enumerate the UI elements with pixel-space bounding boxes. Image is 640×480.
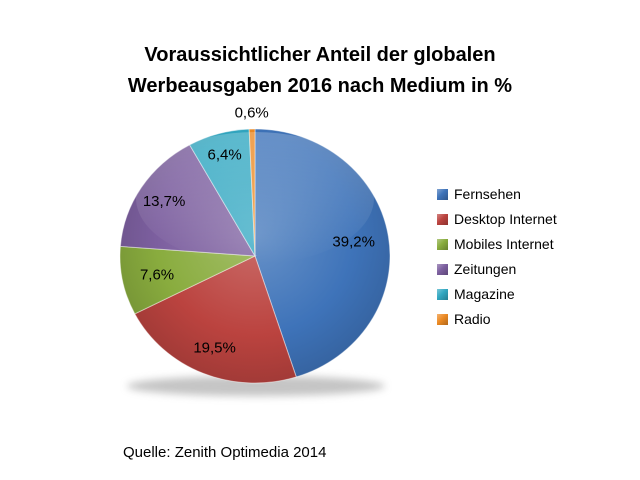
legend-item-radio: Radio [437,311,557,327]
legend-item-magazine: Magazine [437,286,557,302]
legend-item-fernsehen: Fernsehen [437,186,557,202]
legend-color-swatch-icon [437,213,448,225]
chart-title: Voraussichtlicher Anteil der globalen We… [127,44,513,97]
legend: Fernsehen Desktop Internet Mobiles Interne… [437,186,557,337]
legend-label: Fernsehen [454,186,521,202]
legend-label: Radio [454,311,491,327]
legend-color-swatch-icon [437,188,448,200]
pie-shadow [127,376,385,396]
source-note: Quelle: Zenith Optimedia 2014 [123,444,327,461]
legend-item-zeitungen: Zeitungen [437,261,557,277]
legend-label: Mobiles Internet [454,236,554,252]
legend-item-desktop-internet: Desktop Internet [437,211,557,227]
legend-label: Zeitungen [454,261,517,277]
legend-color-swatch-icon [437,288,448,300]
gloss-highlight [136,132,374,264]
legend-label: Magazine [454,286,515,302]
legend-color-swatch-icon [437,238,448,250]
legend-color-swatch-icon [437,313,448,325]
slice-label: 13,7% [143,193,186,210]
slice-label: 6,4% [208,147,242,164]
slice-label: 39,2% [332,233,375,250]
legend-label: Desktop Internet [454,211,557,227]
legend-item-mobiles-internet: Mobiles Internet [437,236,557,252]
legend-color-swatch-icon [437,263,448,275]
pie-slice-desktop-internet [134,255,297,384]
slice-label: 19,5% [193,339,236,356]
slice-label: 0,6% [235,105,269,122]
pie-slice-mobiles-internet [119,245,257,315]
slice-label: 7,6% [140,267,174,284]
